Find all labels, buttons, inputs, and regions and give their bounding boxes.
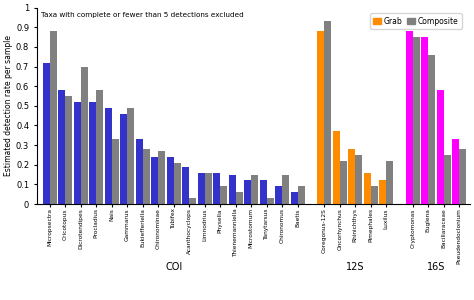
Bar: [151, 157, 158, 204]
Legend: Grab, Composite: Grab, Composite: [370, 14, 462, 28]
Bar: [229, 175, 236, 204]
Bar: [58, 90, 65, 204]
Bar: [128, 108, 134, 204]
Bar: [371, 186, 378, 204]
Text: COI: COI: [165, 262, 182, 272]
Bar: [318, 31, 324, 204]
Bar: [324, 21, 331, 204]
Bar: [298, 186, 305, 204]
Bar: [220, 186, 228, 204]
Bar: [291, 192, 298, 204]
Bar: [251, 175, 258, 204]
Bar: [120, 114, 128, 204]
Bar: [74, 102, 81, 204]
Bar: [213, 172, 220, 204]
Bar: [260, 180, 267, 204]
Text: Taxa with complete or fewer than 5 detections excluded: Taxa with complete or fewer than 5 detec…: [41, 12, 244, 18]
Bar: [167, 157, 174, 204]
Bar: [459, 149, 466, 204]
Bar: [437, 90, 444, 204]
Bar: [112, 139, 119, 204]
Bar: [50, 31, 57, 204]
Bar: [105, 108, 112, 204]
Bar: [96, 90, 103, 204]
Bar: [198, 172, 205, 204]
Bar: [158, 151, 165, 204]
Bar: [356, 155, 362, 204]
Bar: [89, 102, 96, 204]
Bar: [283, 175, 289, 204]
Bar: [189, 198, 196, 204]
Text: 16S: 16S: [427, 262, 445, 272]
Text: 12S: 12S: [346, 262, 365, 272]
Bar: [428, 55, 435, 204]
Bar: [245, 180, 251, 204]
Bar: [65, 96, 72, 204]
Bar: [421, 37, 428, 204]
Bar: [333, 131, 340, 204]
Bar: [143, 149, 150, 204]
Bar: [267, 198, 274, 204]
Bar: [275, 186, 283, 204]
Bar: [205, 172, 212, 204]
Bar: [364, 172, 371, 204]
Bar: [174, 163, 181, 204]
Bar: [406, 31, 413, 204]
Bar: [81, 67, 88, 204]
Bar: [386, 161, 393, 204]
Y-axis label: Estimated detection rate per sample: Estimated detection rate per sample: [4, 35, 13, 176]
Bar: [444, 155, 451, 204]
Bar: [43, 63, 50, 204]
Bar: [348, 149, 356, 204]
Bar: [136, 139, 143, 204]
Bar: [182, 167, 189, 204]
Bar: [413, 37, 420, 204]
Bar: [236, 192, 243, 204]
Bar: [379, 180, 386, 204]
Bar: [452, 139, 459, 204]
Bar: [340, 161, 347, 204]
